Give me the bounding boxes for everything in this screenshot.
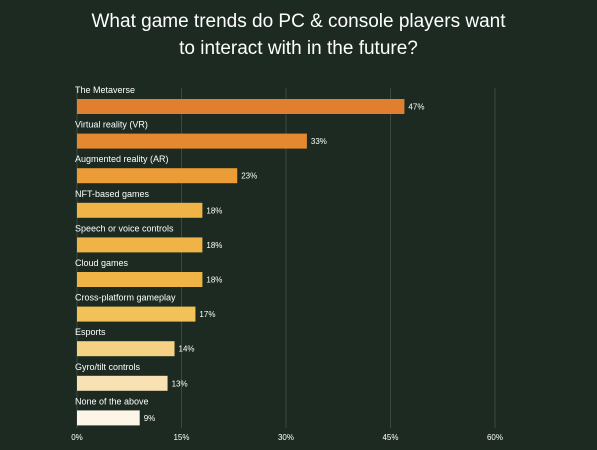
category-label: None of the above <box>75 396 149 406</box>
x-tick-label: 60% <box>487 433 503 442</box>
x-axis-ticks: 0% 15% 30% 45% 60% <box>71 433 503 442</box>
chart-title-line-2: to interact with in the future? <box>179 38 418 59</box>
value-label: 18% <box>206 206 222 215</box>
category-label: Speech or voice controls <box>75 223 174 233</box>
value-label: 18% <box>206 241 222 250</box>
value-label: 18% <box>206 276 222 285</box>
chart-title: What game trends do PC & console players… <box>0 8 597 62</box>
bar <box>77 237 203 253</box>
category-label: NFT-based games <box>75 189 150 199</box>
category-label: Augmented reality (AR) <box>75 154 169 164</box>
chart-title-line-1: What game trends do PC & console players… <box>91 11 506 32</box>
bar <box>77 168 238 184</box>
value-label: 23% <box>241 172 257 181</box>
value-label: 17% <box>199 310 215 319</box>
x-tick-label: 30% <box>278 433 294 442</box>
category-label: Cross-platform gameplay <box>75 293 176 303</box>
value-label: 9% <box>144 414 156 423</box>
category-label: Gyro/tilt controls <box>75 362 141 372</box>
x-tick-label: 45% <box>382 433 398 442</box>
category-label: The Metaverse <box>75 85 135 95</box>
category-label: Esports <box>75 327 106 337</box>
bar <box>77 272 203 287</box>
x-tick-label: 15% <box>173 433 189 442</box>
value-label: 33% <box>311 137 327 146</box>
value-label: 14% <box>179 345 195 354</box>
bar <box>77 306 196 322</box>
bar <box>77 99 405 114</box>
category-label: Virtual reality (VR) <box>75 120 148 130</box>
category-label: Cloud games <box>75 258 129 268</box>
x-tick-label: 0% <box>71 433 83 442</box>
value-label: 13% <box>172 379 188 388</box>
bar <box>77 341 175 357</box>
bar <box>77 375 168 391</box>
bars: The Metaverse 47% Virtual reality (VR) 33% A… <box>75 85 424 426</box>
bar <box>77 410 140 426</box>
bar <box>77 133 307 149</box>
bar <box>77 202 203 218</box>
value-label: 47% <box>408 103 424 112</box>
